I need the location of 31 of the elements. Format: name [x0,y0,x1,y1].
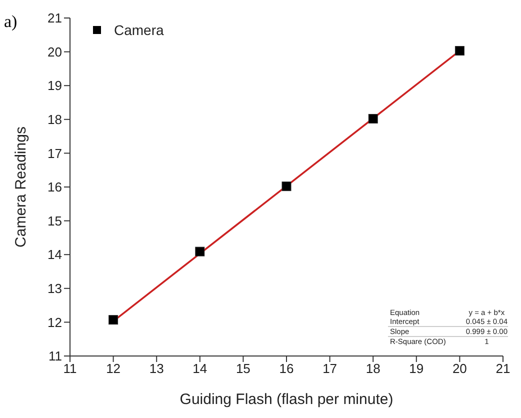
x-tick-label: 11 [63,361,77,376]
point [454,46,464,56]
text: a) [4,12,18,32]
point [368,114,378,124]
x-tick-label: 21 [496,361,510,376]
point [195,246,205,256]
y-tick-label: 14 [48,247,62,262]
y-tick-label: 12 [48,314,62,330]
y-tick-label: 16 [48,180,62,195]
x-tick-label: 19 [409,361,424,376]
y-tick-label: 20 [48,44,62,60]
y-tick-label: 15 [48,213,62,228]
x-tick-label: 14 [192,361,208,376]
legend-label: Camera [114,22,164,38]
y-tick-label: 13 [48,281,62,296]
point [282,182,292,192]
y-tick-label: 17 [48,146,62,161]
y-axis-title: Camera Readings [12,126,30,248]
y-tick-label: 18 [48,112,62,128]
x-tick-label: 16 [279,361,294,376]
x-tick-label: 17 [322,361,338,376]
x-tick-label: 13 [149,361,164,376]
point [108,315,118,325]
y-tick-label: 11 [48,348,62,364]
x-tick-label: 18 [366,361,380,376]
x-axis-title: Guiding Flash (flash per minute) [180,391,394,408]
x-tick-label: 20 [452,361,467,376]
x-tick-label: 15 [236,361,250,376]
x-tick-label: 12 [106,361,121,376]
y-tick-label: 21 [48,10,62,26]
y-tick-label: 19 [48,78,62,94]
